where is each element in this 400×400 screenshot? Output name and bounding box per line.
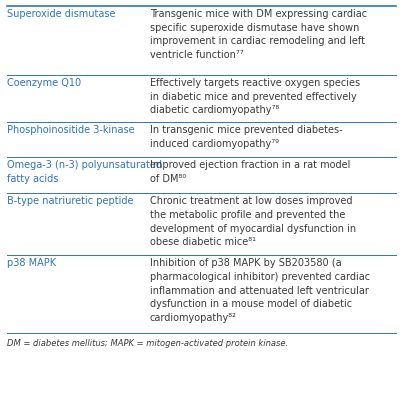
Text: Phosphoinositide 3-kinase: Phosphoinositide 3-kinase: [7, 125, 135, 135]
Text: Transgenic mice with DM expressing cardiac
specific superoxide dismutase have sh: Transgenic mice with DM expressing cardi…: [150, 9, 367, 60]
Text: Omega-3 (n-3) polyunsaturated
fatty acids: Omega-3 (n-3) polyunsaturated fatty acid…: [7, 160, 162, 184]
Text: Superoxide dismutase: Superoxide dismutase: [7, 9, 116, 19]
Text: p38 MAPK: p38 MAPK: [7, 258, 56, 268]
Text: Improved ejection fraction in a rat model
of DM⁸⁰: Improved ejection fraction in a rat mode…: [150, 160, 350, 184]
Text: Effectively targets reactive oxygen species
in diabetic mice and prevented effec: Effectively targets reactive oxygen spec…: [150, 78, 360, 115]
Text: Coenzyme Q10: Coenzyme Q10: [7, 78, 81, 88]
Text: Chronic treatment at low doses improved
the metabolic profile and prevented the
: Chronic treatment at low doses improved …: [150, 196, 356, 247]
Text: B-type natriuretic peptide: B-type natriuretic peptide: [7, 196, 134, 206]
Text: Inhibition of p38 MAPK by SB203580 (a
pharmacological inhibitor) prevented cardi: Inhibition of p38 MAPK by SB203580 (a ph…: [150, 258, 370, 323]
Text: In transgenic mice prevented diabetes-
induced cardiomyopathy⁷⁹: In transgenic mice prevented diabetes- i…: [150, 125, 343, 149]
Text: DM = diabetes mellitus; MAPK = mitogen-activated protein kinase.: DM = diabetes mellitus; MAPK = mitogen-a…: [7, 339, 288, 348]
